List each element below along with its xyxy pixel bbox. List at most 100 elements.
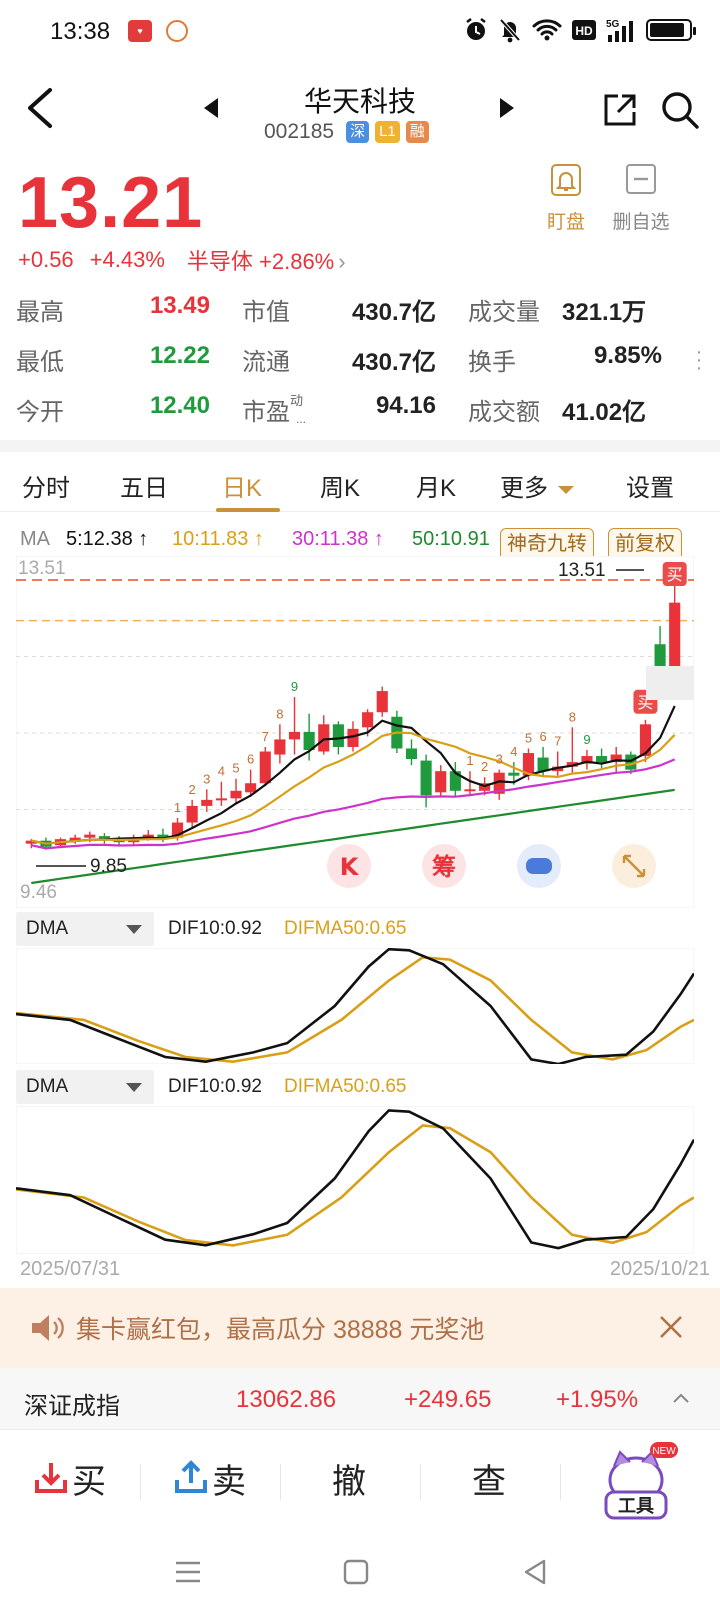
remove-watchlist-button[interactable]: 删自选 xyxy=(606,164,676,234)
previous-stock-icon[interactable] xyxy=(200,94,224,122)
nine-turn-counter: 2 xyxy=(189,782,196,797)
sector-label: 半导体 +2.86% xyxy=(186,249,335,274)
nine-turn-counter: 8 xyxy=(276,706,283,721)
buy-signal-label: 买 xyxy=(667,565,683,584)
market-cap-label: 市值 xyxy=(242,299,290,326)
nine-turn-counter: 4 xyxy=(510,744,517,759)
dma-frame xyxy=(16,1106,694,1254)
candle-body xyxy=(259,751,271,784)
dma-chart-1[interactable] xyxy=(16,948,694,1064)
tab-intraday[interactable]: 分时 xyxy=(22,475,70,502)
high-label: 最高 xyxy=(16,299,64,326)
sell-button[interactable]: 卖 xyxy=(140,1430,280,1534)
home-icon[interactable] xyxy=(342,1558,370,1586)
candle-body xyxy=(215,798,227,801)
tab-five-day[interactable]: 五日 xyxy=(120,475,168,502)
menu-icon[interactable] xyxy=(174,1558,202,1586)
chevron-up-icon[interactable] xyxy=(672,1392,690,1404)
expand-arrows xyxy=(622,854,646,878)
gamepad-shape xyxy=(526,858,552,874)
date-start: 2025/07/31 xyxy=(20,1258,121,1280)
ma10-line xyxy=(31,731,676,845)
stock-code-row: 002185 深 L1 融 xyxy=(264,120,429,144)
index-change: +249.65 xyxy=(404,1386,492,1413)
tab-daily-k[interactable]: 日K xyxy=(222,475,263,502)
candle-body xyxy=(25,840,37,844)
min-price-marker: 9.85 xyxy=(90,856,127,877)
open-label: 今开 xyxy=(16,399,64,426)
ma-legend: MA 5:12.38 ↑ 10:11.83 ↑ 30:11.38 ↑ 50:10… xyxy=(20,522,710,562)
k-line-button[interactable] xyxy=(327,844,371,888)
sector-change[interactable]: 半导体 +2.86% › xyxy=(187,244,346,276)
tab-monthly-k[interactable]: 月K xyxy=(416,475,457,502)
candle-body xyxy=(362,712,374,728)
tab-settings[interactable]: 设置 xyxy=(626,475,674,502)
candle-body xyxy=(537,757,549,772)
hd-icon: HD xyxy=(572,20,596,40)
candle-body xyxy=(639,724,652,757)
nine-turn-counter: 5 xyxy=(232,761,239,776)
current-price: 13.21 xyxy=(18,163,204,243)
volume-value: 321.1万 xyxy=(562,299,647,326)
candle-body xyxy=(84,834,96,838)
close-icon[interactable] xyxy=(656,1312,686,1342)
low-label: 最低 xyxy=(16,349,64,376)
candle-body xyxy=(318,724,330,752)
watch-label: 盯盘 xyxy=(546,212,585,233)
sell-icon xyxy=(175,1460,207,1493)
price-change-percent: +4.43% xyxy=(89,247,165,272)
back-nav-icon[interactable] xyxy=(522,1558,550,1586)
dif-value-1: DIF10:0.92 xyxy=(168,918,262,939)
index-ticker[interactable]: 深证成指 13062.86 +249.65 +1.95% xyxy=(0,1368,720,1430)
promo-banner[interactable]: 集卡赢红包，最高瓜分 38888 元奖池 xyxy=(0,1288,720,1368)
high-value: 13.49 xyxy=(149,292,210,319)
pe-ellipsis: ... xyxy=(296,412,307,426)
ma50-value: 50:10.91 xyxy=(412,528,490,550)
index-change-percent: +1.95% xyxy=(556,1386,639,1413)
candle-body xyxy=(347,728,359,747)
search-icon[interactable] xyxy=(660,90,700,130)
indicator-select-2[interactable]: DMA xyxy=(16,1070,154,1104)
system-nav-bar xyxy=(0,1534,720,1612)
market-tag: 深 xyxy=(346,121,370,143)
back-icon[interactable] xyxy=(22,86,62,130)
ma30-line xyxy=(31,758,676,850)
buy-signal-marker xyxy=(662,562,687,586)
banner-text: 集卡赢红包，最高瓜分 38888 元奖池 xyxy=(76,1316,485,1344)
candle-body xyxy=(288,731,301,740)
next-stock-icon[interactable] xyxy=(494,94,518,122)
section-divider xyxy=(0,440,720,452)
tab-more[interactable]: 更多 xyxy=(500,468,574,503)
buy-button[interactable]: 买 xyxy=(0,1430,140,1534)
index-value: 13062.86 xyxy=(236,1386,337,1413)
chips-button[interactable] xyxy=(422,844,466,888)
app-notification-icon: ♥ xyxy=(128,20,152,42)
trade-separator xyxy=(560,1464,561,1500)
dma-chart-2[interactable] xyxy=(16,1106,694,1254)
indicator-select-1[interactable]: DMA xyxy=(16,912,154,946)
turnover-value: 9.85% xyxy=(593,342,662,369)
speaker-icon xyxy=(32,1315,64,1341)
float-value: 430.7亿 xyxy=(351,349,436,376)
tools-button[interactable]: 工具 NEW xyxy=(560,1430,720,1534)
trade-separator xyxy=(140,1464,141,1500)
nine-turn-counter: 9 xyxy=(291,679,298,694)
nine-turn-counter: 6 xyxy=(247,752,254,767)
candle-body xyxy=(610,754,622,763)
cancel-order-button[interactable]: 撤 xyxy=(280,1430,420,1534)
candle-body xyxy=(98,836,110,840)
nine-turn-counter: 7 xyxy=(554,734,561,749)
candle-body xyxy=(522,753,535,776)
share-icon[interactable] xyxy=(602,92,638,128)
watch-button[interactable]: 盯盘 xyxy=(538,164,594,234)
stock-header: 华天科技 002185 深 L1 融 xyxy=(0,70,720,154)
more-options-icon[interactable]: · · · xyxy=(695,341,703,379)
query-button[interactable]: 查 xyxy=(420,1430,560,1534)
nine-turn-counter: 4 xyxy=(218,764,225,779)
dif-line xyxy=(16,948,694,1064)
pe-label-text: 市盈 xyxy=(242,399,290,426)
nine-turn-counter: 1 xyxy=(174,800,181,815)
tab-weekly-k[interactable]: 周K xyxy=(320,475,361,502)
nine-turn-counter: 5 xyxy=(525,730,532,745)
